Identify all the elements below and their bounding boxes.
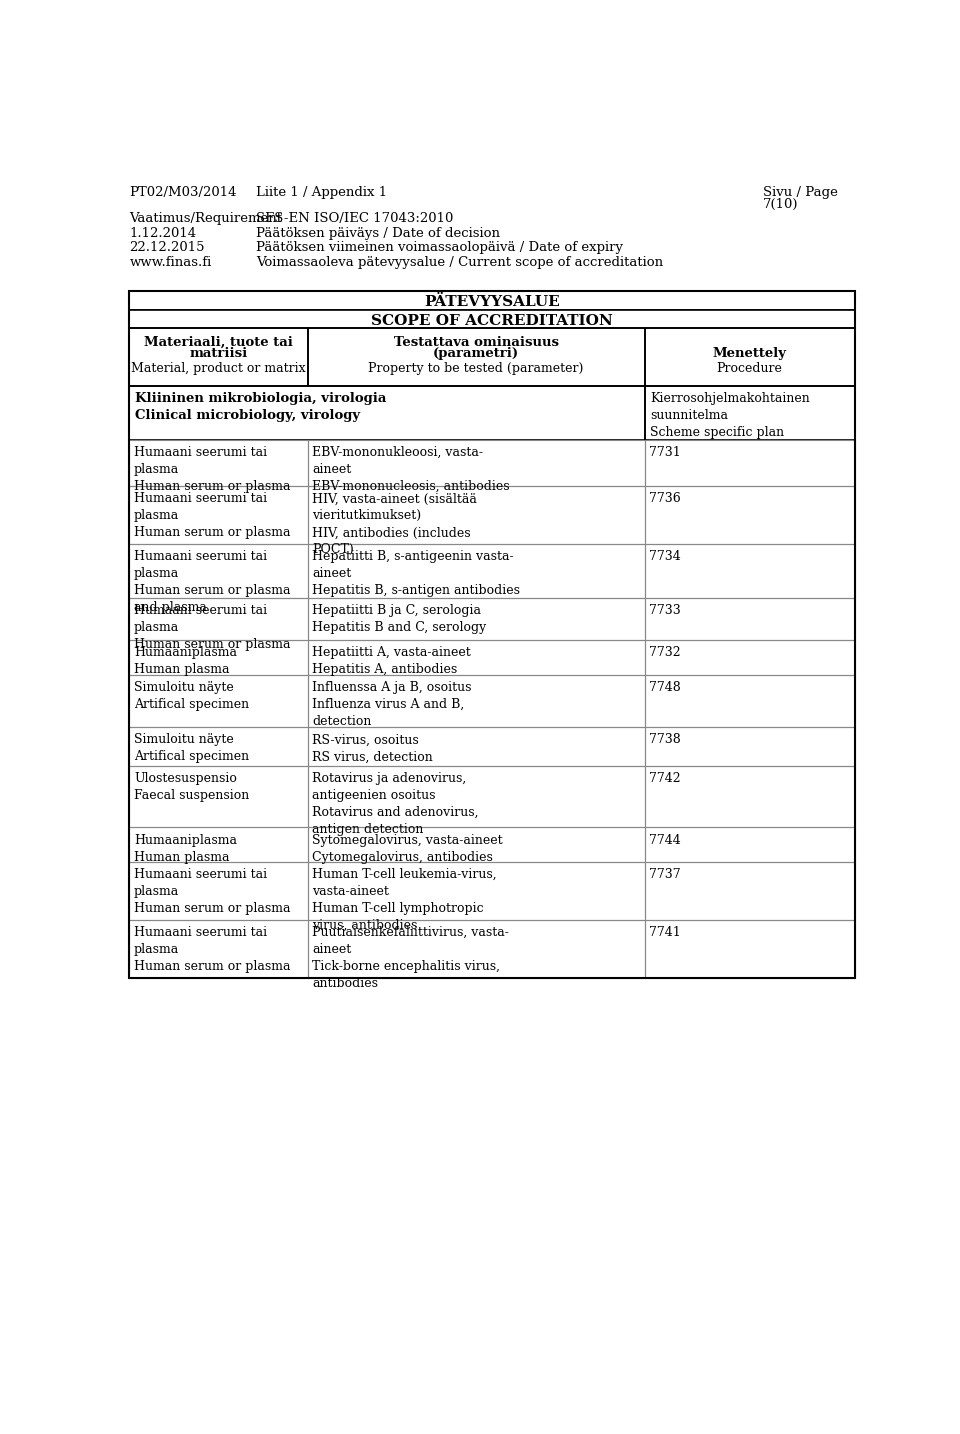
Text: PT02/M03/2014: PT02/M03/2014: [130, 186, 237, 199]
Bar: [645, 640, 854, 675]
Text: Päätöksen päiväys / Date of decision: Päätöksen päiväys / Date of decision: [255, 227, 499, 239]
Bar: [645, 386, 854, 440]
Bar: [645, 919, 854, 978]
Bar: [130, 598, 307, 640]
Bar: [307, 640, 645, 675]
Text: Simuloitu näyte
Artifical specimen: Simuloitu näyte Artifical specimen: [134, 733, 249, 763]
Text: Päätöksen viimeinen voimassaolopäivä / Date of expiry: Päätöksen viimeinen voimassaolopäivä / D…: [255, 241, 623, 254]
Bar: [130, 386, 645, 440]
Text: Material, product or matrix: Material, product or matrix: [132, 363, 305, 376]
Text: Kierrosohjelmakohtainen
suunnitelma
Scheme specific plan: Kierrosohjelmakohtainen suunnitelma Sche…: [650, 393, 810, 439]
Text: Humaani seerumi tai
plasma
Human serum or plasma
and plasma: Humaani seerumi tai plasma Human serum o…: [134, 551, 291, 614]
Text: 7744: 7744: [649, 833, 681, 846]
Text: Testattava ominaisuus: Testattava ominaisuus: [394, 336, 559, 348]
Bar: [130, 291, 854, 310]
Text: Humaaniplasma
Human plasma: Humaaniplasma Human plasma: [134, 647, 237, 677]
Bar: [130, 440, 307, 486]
Text: Hepatiitti A, vasta-aineet
Hepatitis A, antibodies: Hepatiitti A, vasta-aineet Hepatitis A, …: [312, 647, 471, 677]
Text: Voimassaoleva pätevyysalue / Current scope of accreditation: Voimassaoleva pätevyysalue / Current sco…: [255, 257, 662, 270]
Text: Humaani seerumi tai
plasma
Human serum or plasma: Humaani seerumi tai plasma Human serum o…: [134, 926, 291, 972]
Text: Humaani seerumi tai
plasma
Human serum or plasma: Humaani seerumi tai plasma Human serum o…: [134, 868, 291, 915]
Bar: [130, 675, 307, 727]
Text: HIV, vasta-aineet (sisältää
vieritutkimukset)
HIV, antibodies (includes
POCT): HIV, vasta-aineet (sisältää vieritutkimu…: [312, 492, 477, 556]
Text: PÄTEVYYSALUE: PÄTEVYYSALUE: [424, 295, 560, 310]
Text: RS-virus, osoitus
RS virus, detection: RS-virus, osoitus RS virus, detection: [312, 733, 433, 763]
Bar: [645, 598, 854, 640]
Text: Influenssa A ja B, osoitus
Influenza virus A and B,
detection: Influenssa A ja B, osoitus Influenza vir…: [312, 681, 471, 728]
Text: Vaatimus/Requirement: Vaatimus/Requirement: [130, 212, 282, 225]
Bar: [130, 827, 307, 862]
Text: Human T-cell leukemia-virus,
vasta-aineet
Human T-cell lymphotropic
virus, antib: Human T-cell leukemia-virus, vasta-ainee…: [312, 868, 497, 932]
Bar: [645, 328, 854, 386]
Text: 7741: 7741: [649, 926, 681, 939]
Text: Property to be tested (parameter): Property to be tested (parameter): [369, 363, 584, 376]
Text: 1.12.2014: 1.12.2014: [130, 227, 197, 239]
Text: SFS-EN ISO/IEC 17043:2010: SFS-EN ISO/IEC 17043:2010: [255, 212, 453, 225]
Bar: [130, 486, 307, 543]
Bar: [645, 766, 854, 827]
Text: Kliininen mikrobiologia, virologia
Clinical microbiology, virology: Kliininen mikrobiologia, virologia Clini…: [134, 393, 386, 422]
Bar: [130, 543, 307, 598]
Bar: [130, 727, 307, 766]
Text: 7736: 7736: [649, 492, 681, 505]
Bar: [645, 727, 854, 766]
Bar: [130, 766, 307, 827]
Text: 7734: 7734: [649, 551, 681, 564]
Text: SCOPE OF ACCREDITATION: SCOPE OF ACCREDITATION: [372, 314, 612, 328]
Bar: [645, 440, 854, 486]
Text: 7732: 7732: [649, 647, 681, 660]
Bar: [307, 827, 645, 862]
Bar: [130, 310, 854, 328]
Text: Humaaniplasma
Human plasma: Humaaniplasma Human plasma: [134, 833, 237, 863]
Bar: [307, 862, 645, 919]
Bar: [307, 486, 645, 543]
Text: Ulostesuspensio
Faecal suspension: Ulostesuspensio Faecal suspension: [134, 771, 250, 802]
Text: www.finas.fi: www.finas.fi: [130, 257, 211, 270]
Bar: [307, 727, 645, 766]
Text: 7738: 7738: [649, 733, 681, 747]
Text: 7748: 7748: [649, 681, 681, 694]
Text: Puutiaisenkefaliittivirus, vasta-
aineet
Tick-borne encephalitis virus,
antibodi: Puutiaisenkefaliittivirus, vasta- aineet…: [312, 926, 509, 989]
Text: Procedure: Procedure: [717, 363, 782, 376]
Bar: [307, 328, 645, 386]
Text: 7737: 7737: [649, 868, 681, 880]
Bar: [645, 675, 854, 727]
Bar: [307, 598, 645, 640]
Text: Rotavirus ja adenovirus,
antigeenien osoitus
Rotavirus and adenovirus,
antigen d: Rotavirus ja adenovirus, antigeenien oso…: [312, 771, 479, 836]
Text: Hepatiitti B, s-antigeenin vasta-
aineet
Hepatitis B, s-antigen antibodies: Hepatiitti B, s-antigeenin vasta- aineet…: [312, 551, 520, 597]
Bar: [645, 862, 854, 919]
Text: 7731: 7731: [649, 446, 681, 459]
Text: 22.12.2015: 22.12.2015: [130, 241, 204, 254]
Bar: [307, 919, 645, 978]
Bar: [645, 543, 854, 598]
Bar: [307, 543, 645, 598]
Text: Simuloitu näyte
Artifical specimen: Simuloitu näyte Artifical specimen: [134, 681, 249, 711]
Bar: [130, 291, 854, 978]
Text: Liite 1 / Appendix 1: Liite 1 / Appendix 1: [255, 186, 387, 199]
Bar: [307, 440, 645, 486]
Bar: [130, 640, 307, 675]
Bar: [307, 766, 645, 827]
Text: 7(10): 7(10): [763, 198, 799, 211]
Text: Sytomegalovirus, vasta-aineet
Cytomegalovirus, antibodies: Sytomegalovirus, vasta-aineet Cytomegalo…: [312, 833, 503, 863]
Text: 7742: 7742: [649, 771, 681, 784]
Bar: [307, 675, 645, 727]
Bar: [130, 862, 307, 919]
Text: Materiaali, tuote tai: Materiaali, tuote tai: [144, 336, 293, 348]
Text: Menettely: Menettely: [712, 347, 786, 360]
Bar: [645, 827, 854, 862]
Text: Humaani seerumi tai
plasma
Human serum or plasma: Humaani seerumi tai plasma Human serum o…: [134, 446, 291, 493]
Bar: [130, 328, 307, 386]
Text: Humaani seerumi tai
plasma
Human serum or plasma: Humaani seerumi tai plasma Human serum o…: [134, 492, 291, 539]
Text: Hepatiitti B ja C, serologia
Hepatitis B and C, serology: Hepatiitti B ja C, serologia Hepatitis B…: [312, 604, 487, 634]
Text: EBV-mononukleoosi, vasta-
aineet
EBV-mononucleosis, antibodies: EBV-mononukleoosi, vasta- aineet EBV-mon…: [312, 446, 510, 493]
Text: Humaani seerumi tai
plasma
Human serum or plasma: Humaani seerumi tai plasma Human serum o…: [134, 604, 291, 651]
Bar: [130, 919, 307, 978]
Bar: [645, 486, 854, 543]
Text: 7733: 7733: [649, 604, 681, 617]
Text: matriisi: matriisi: [189, 347, 248, 360]
Text: (parametri): (parametri): [433, 347, 519, 360]
Text: Sivu / Page: Sivu / Page: [763, 186, 838, 199]
